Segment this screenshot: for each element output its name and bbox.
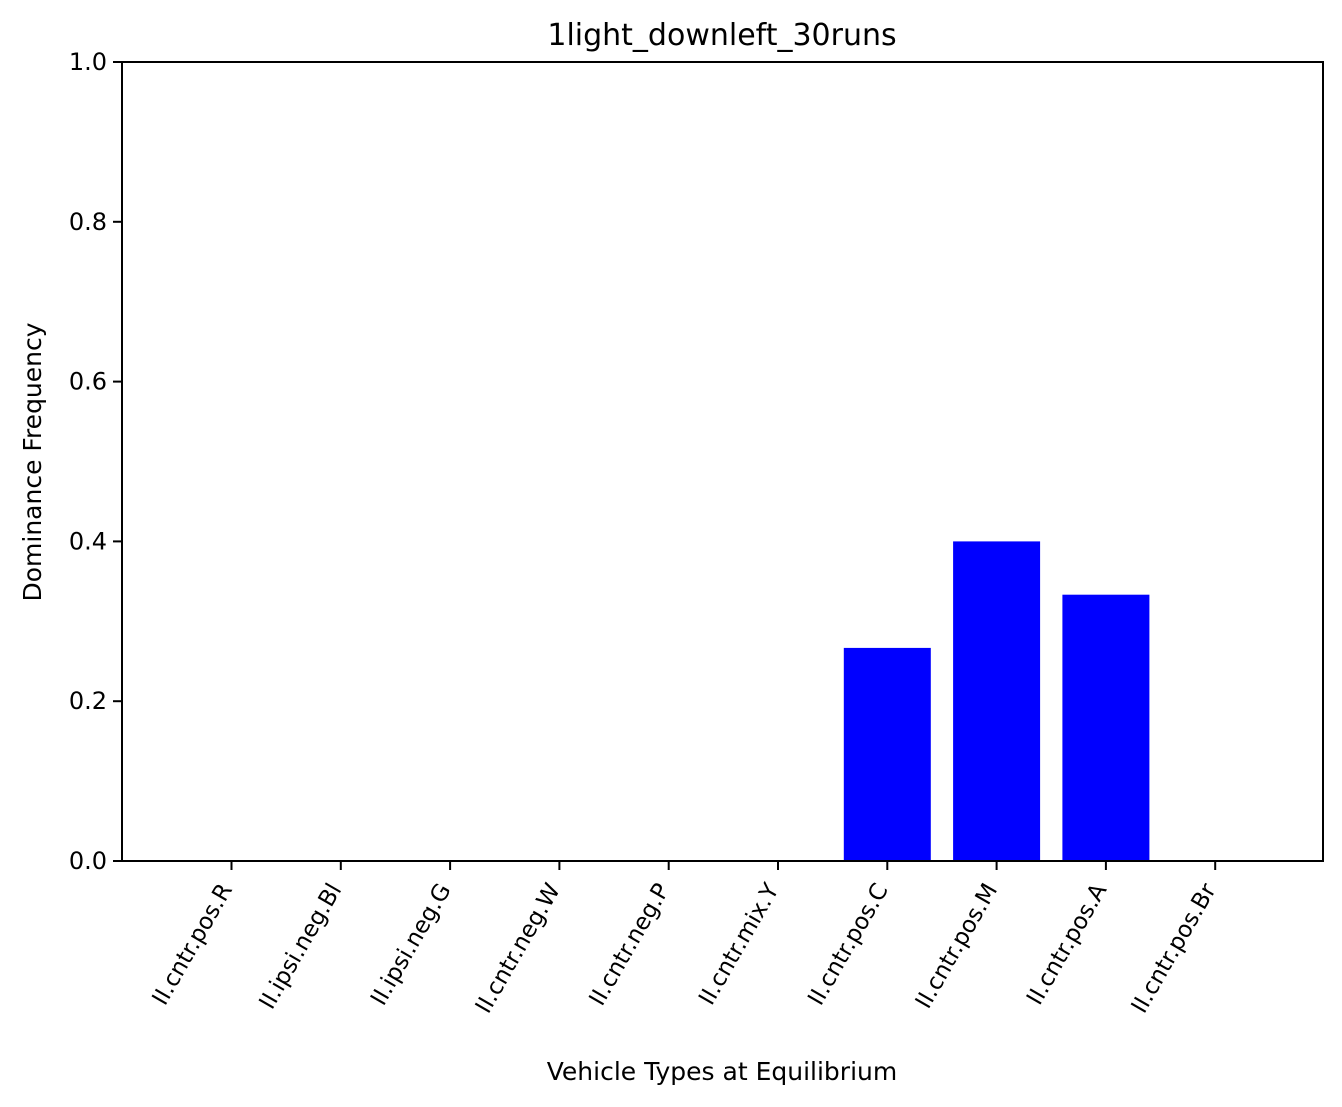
y-tick-label: 0.0 xyxy=(69,847,107,875)
y-tick-label: 0.2 xyxy=(69,687,107,715)
bar xyxy=(953,541,1041,861)
x-tick-label: II.cntr.pos.Br xyxy=(1127,879,1222,1018)
y-axis-ticks: 0.0 0.2 0.4 0.6 0.8 1.0 xyxy=(69,48,122,875)
x-tick-label: II.cntr.pos.M xyxy=(911,879,1003,1013)
y-tick-label: 0.6 xyxy=(69,368,107,396)
plot-frame xyxy=(121,61,1324,862)
y-tick-label: 0.4 xyxy=(69,527,107,555)
x-tick-label: II.cntr.pos.R xyxy=(148,879,238,1010)
x-tick-label: II.cntr.neg.P xyxy=(584,879,675,1010)
x-tick-label: II.cntr.pos.C xyxy=(803,879,893,1010)
bars xyxy=(843,541,1150,861)
x-axis-ticks: II.cntr.pos.R II.ipsi.neg.Bl II.ipsi.neg.G… xyxy=(148,861,1222,1018)
bar xyxy=(843,647,931,861)
x-tick-label: II.ipsi.neg.Bl xyxy=(255,879,348,1014)
chart-title: 1light_downleft_30runs xyxy=(547,18,896,53)
y-tick-label: 0.8 xyxy=(69,208,107,236)
x-tick-label: II.cntr.mix.Y xyxy=(694,878,785,1009)
y-tick-label: 1.0 xyxy=(69,48,107,76)
x-axis-label: Vehicle Types at Equilibrium xyxy=(547,1057,897,1086)
y-axis-label: Dominance Frequency xyxy=(18,322,47,601)
x-tick-label: II.cntr.pos.A xyxy=(1022,879,1112,1010)
x-tick-label: II.ipsi.neg.G xyxy=(366,879,457,1010)
x-tick-label: II.cntr.neg.W xyxy=(471,879,566,1018)
bar xyxy=(1062,594,1150,861)
